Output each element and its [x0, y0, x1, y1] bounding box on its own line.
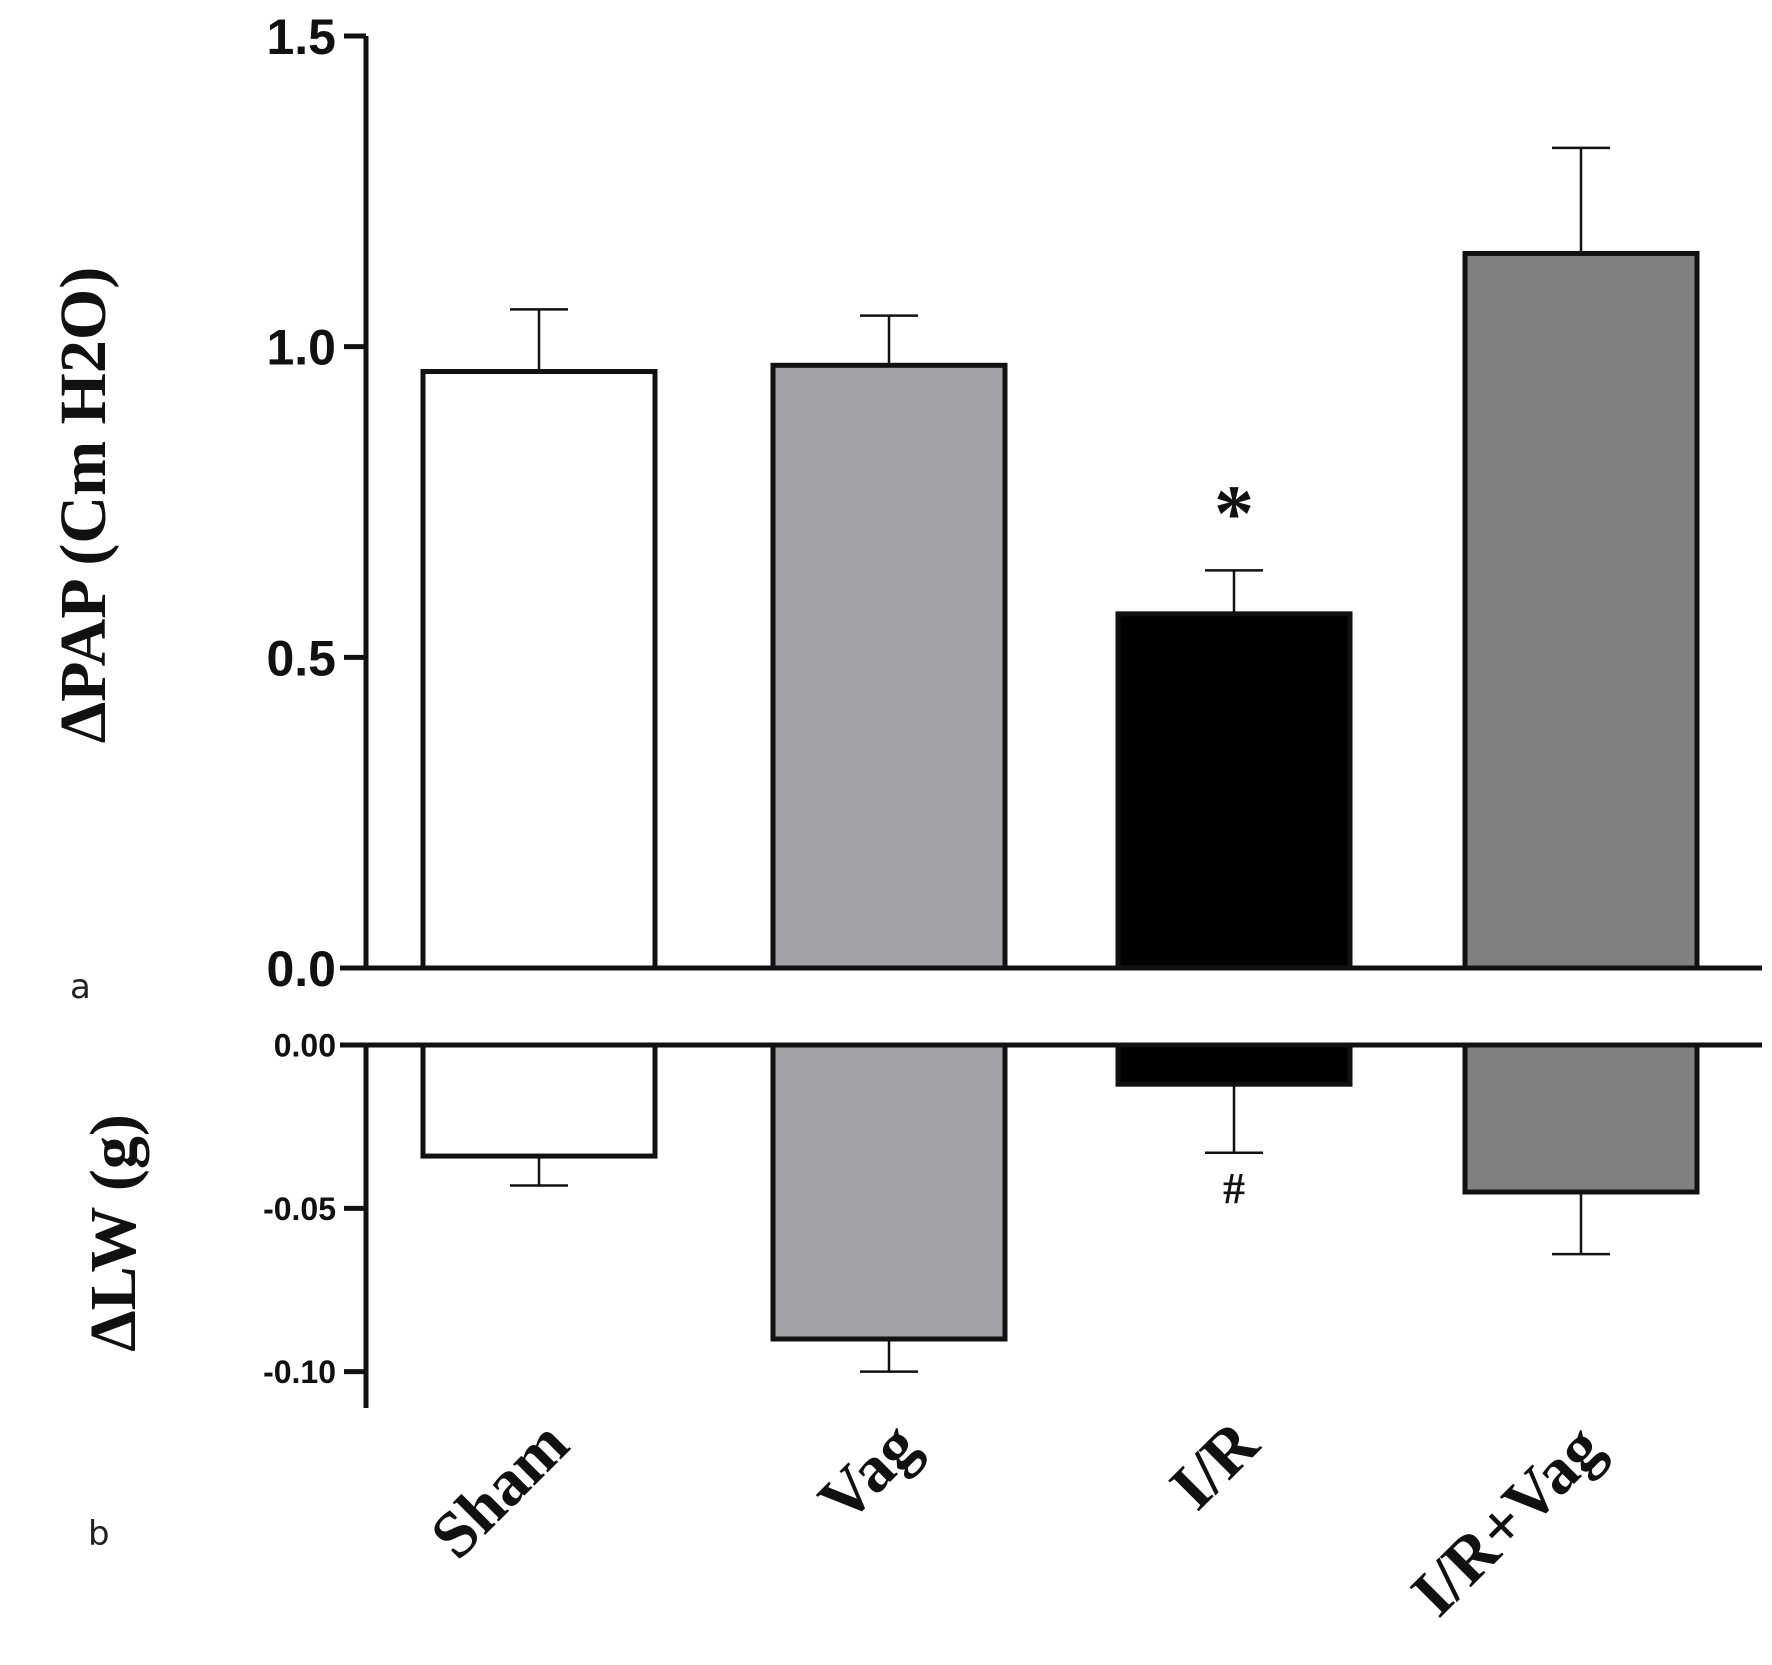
panel-a-ticks: 0.0 0.5 1.0 1.5	[266, 9, 366, 997]
category-label-i-r-vag: I/R+Vag	[1397, 1411, 1616, 1630]
panel-a-tick-label-1-5: 1.5	[266, 9, 336, 65]
panel-b-bars: #	[420, 1042, 1700, 1373]
panel-b-tick-label-0-00: 0.00	[274, 1028, 336, 1064]
panel-a-bar-sham	[420, 369, 658, 971]
panel-a-ylabel: ΔPAP (Cm H2O)	[47, 267, 120, 743]
panel-b-bar-i-r-vag	[1462, 1042, 1700, 1195]
category-labels: Sham Vag I/R I/R+Vag	[417, 1406, 1617, 1630]
panel-b-annotation-i-r: #	[1223, 1164, 1245, 1213]
panel-a-letter: a	[70, 967, 91, 1007]
panel-b-letter: b	[88, 1514, 110, 1554]
panel-b-bar-sham	[420, 1042, 658, 1159]
panel-b-bar-vag	[770, 1042, 1008, 1342]
panel-b-ylabel: ΔLW (g)	[77, 1114, 150, 1352]
panel-a-tick-label-1-0: 1.0	[266, 320, 336, 376]
panel-b-bar-i-r	[1115, 1042, 1353, 1087]
category-label-sham: Sham	[417, 1407, 583, 1573]
panel-b-tick-label-0-05: -0.05	[263, 1191, 336, 1227]
panel-a-bars: *	[420, 146, 1700, 971]
panel-a-annotation-i-r: *	[1214, 470, 1254, 558]
category-label-i-r: I/R	[1156, 1406, 1273, 1523]
panel-a-tick-label-0-0: 0.0	[266, 941, 336, 997]
panel-b-tick-label-0-10: -0.10	[263, 1354, 336, 1390]
panel-a-bar-vag	[770, 362, 1008, 971]
panel-a-bar-i-r-vag	[1462, 250, 1700, 971]
panel-b-ticks: 0.00 -0.05 -0.10	[263, 1028, 366, 1390]
panel-a-tick-label-0-5: 0.5	[266, 630, 336, 686]
panel-a: 0.0 0.5 1.0 1.5 * ΔPAP (Cm H2O) a	[47, 9, 1762, 1007]
category-label-vag: Vag	[805, 1409, 933, 1537]
panel-a-bar-i-r	[1115, 611, 1353, 971]
panel-b: 0.00 -0.05 -0.10 # ΔLW (g) b	[77, 1028, 1762, 1554]
